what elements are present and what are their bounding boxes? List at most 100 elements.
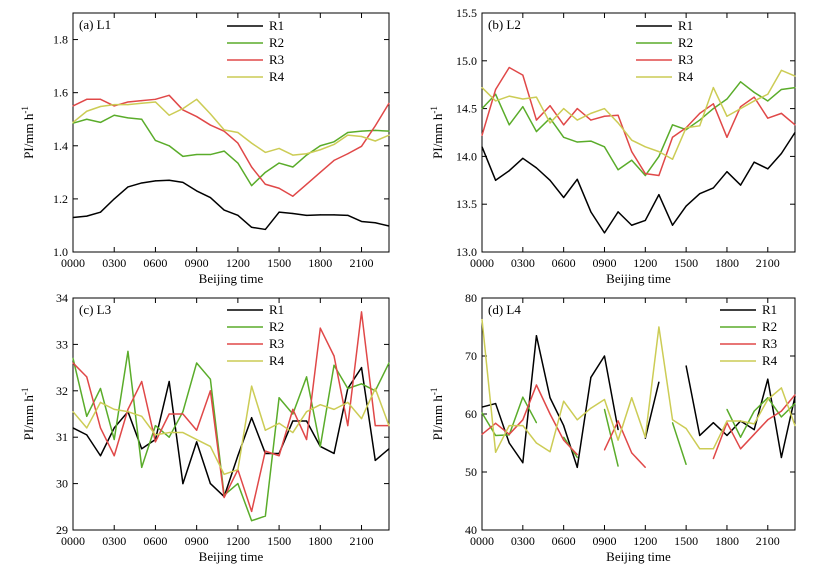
data-point	[576, 178, 578, 180]
y-tick-label: 1.6	[53, 86, 68, 100]
data-point	[590, 407, 592, 409]
x-tick-label: 0900	[185, 256, 209, 270]
data-point	[563, 108, 565, 110]
data-point	[374, 425, 376, 427]
data-point	[576, 108, 578, 110]
series-line	[72, 114, 390, 187]
x-tick-label: 2100	[756, 256, 780, 270]
data-point	[753, 429, 755, 431]
data-point	[292, 420, 294, 422]
data-point	[767, 397, 769, 399]
y-axis-label: PI/mm h-1	[20, 388, 36, 441]
data-point	[631, 159, 633, 161]
legend-label: R1	[269, 302, 284, 317]
data-point	[644, 146, 646, 148]
data-point	[264, 171, 266, 173]
data-point	[481, 86, 483, 89]
data-point	[278, 455, 280, 457]
data-point	[739, 436, 742, 438]
series-line	[481, 132, 796, 234]
data-point	[644, 173, 646, 175]
data-point	[481, 318, 483, 321]
data-point	[739, 448, 742, 450]
data-point	[251, 510, 253, 513]
series-r4	[481, 69, 796, 161]
data-point	[549, 397, 551, 399]
data-point	[767, 378, 769, 380]
data-point	[292, 195, 294, 197]
x-tick-label: 1500	[267, 256, 291, 270]
data-point	[251, 385, 253, 387]
data-point	[99, 387, 102, 390]
data-point	[495, 100, 497, 102]
data-point	[508, 95, 510, 97]
y-tick-label: 1.4	[53, 139, 68, 153]
data-point	[168, 179, 170, 181]
series-line	[72, 179, 390, 231]
data-point	[264, 429, 266, 431]
data-point	[658, 326, 660, 328]
data-point	[780, 387, 782, 389]
data-point	[495, 451, 497, 453]
legend-label: R3	[762, 336, 777, 351]
series-line	[481, 334, 796, 469]
data-point	[780, 456, 782, 459]
series-line	[481, 66, 796, 177]
data-point	[333, 214, 335, 216]
x-tick-label: 0600	[552, 534, 576, 548]
x-tick-label: 1800	[715, 534, 739, 548]
legend-label: R1	[762, 302, 777, 317]
data-point	[481, 406, 483, 408]
data-point	[712, 103, 714, 105]
data-point	[617, 465, 619, 467]
x-tick-label: 1200	[226, 534, 250, 548]
data-point	[388, 130, 390, 132]
data-point	[86, 427, 88, 429]
data-point	[264, 183, 266, 185]
data-point	[603, 146, 606, 148]
chart-panel-3: 29 30 31 32 33 34 0000 0300 0600 0900 1200 1500 1800…	[20, 291, 390, 564]
data-point	[780, 112, 782, 114]
data-point	[712, 187, 714, 189]
data-point	[590, 211, 592, 213]
data-point	[739, 108, 742, 110]
data-point	[319, 327, 321, 329]
data-point	[251, 166, 253, 168]
data-point	[209, 378, 211, 380]
data-point	[113, 438, 115, 441]
data-point	[794, 86, 796, 89]
data-point	[72, 216, 74, 219]
data-point	[141, 448, 143, 450]
data-point	[319, 149, 321, 151]
x-axis-label: Beijing time	[606, 271, 671, 286]
series-line	[481, 69, 796, 161]
data-point	[522, 157, 524, 159]
data-point	[549, 413, 551, 415]
data-point	[319, 404, 321, 406]
data-point	[563, 124, 565, 126]
legend-label: R4	[269, 353, 285, 368]
data-point	[753, 161, 755, 163]
data-point	[617, 114, 619, 116]
data-point	[739, 81, 742, 83]
data-point	[127, 101, 129, 103]
legend-label: R2	[678, 35, 693, 50]
y-tick-label: 14.0	[456, 149, 477, 163]
data-point	[154, 139, 157, 142]
data-point	[196, 438, 198, 441]
data-point	[753, 410, 755, 412]
data-point	[264, 228, 266, 231]
data-point	[617, 439, 619, 441]
data-point	[196, 98, 198, 100]
data-point	[99, 401, 102, 403]
data-point	[141, 380, 143, 383]
data-point	[535, 130, 538, 133]
data-point	[264, 515, 266, 517]
data-point	[237, 142, 239, 144]
data-point	[223, 496, 225, 499]
data-point	[780, 69, 782, 71]
data-point	[360, 130, 363, 132]
data-point	[347, 387, 349, 390]
data-point	[154, 441, 157, 443]
data-point	[388, 448, 390, 450]
